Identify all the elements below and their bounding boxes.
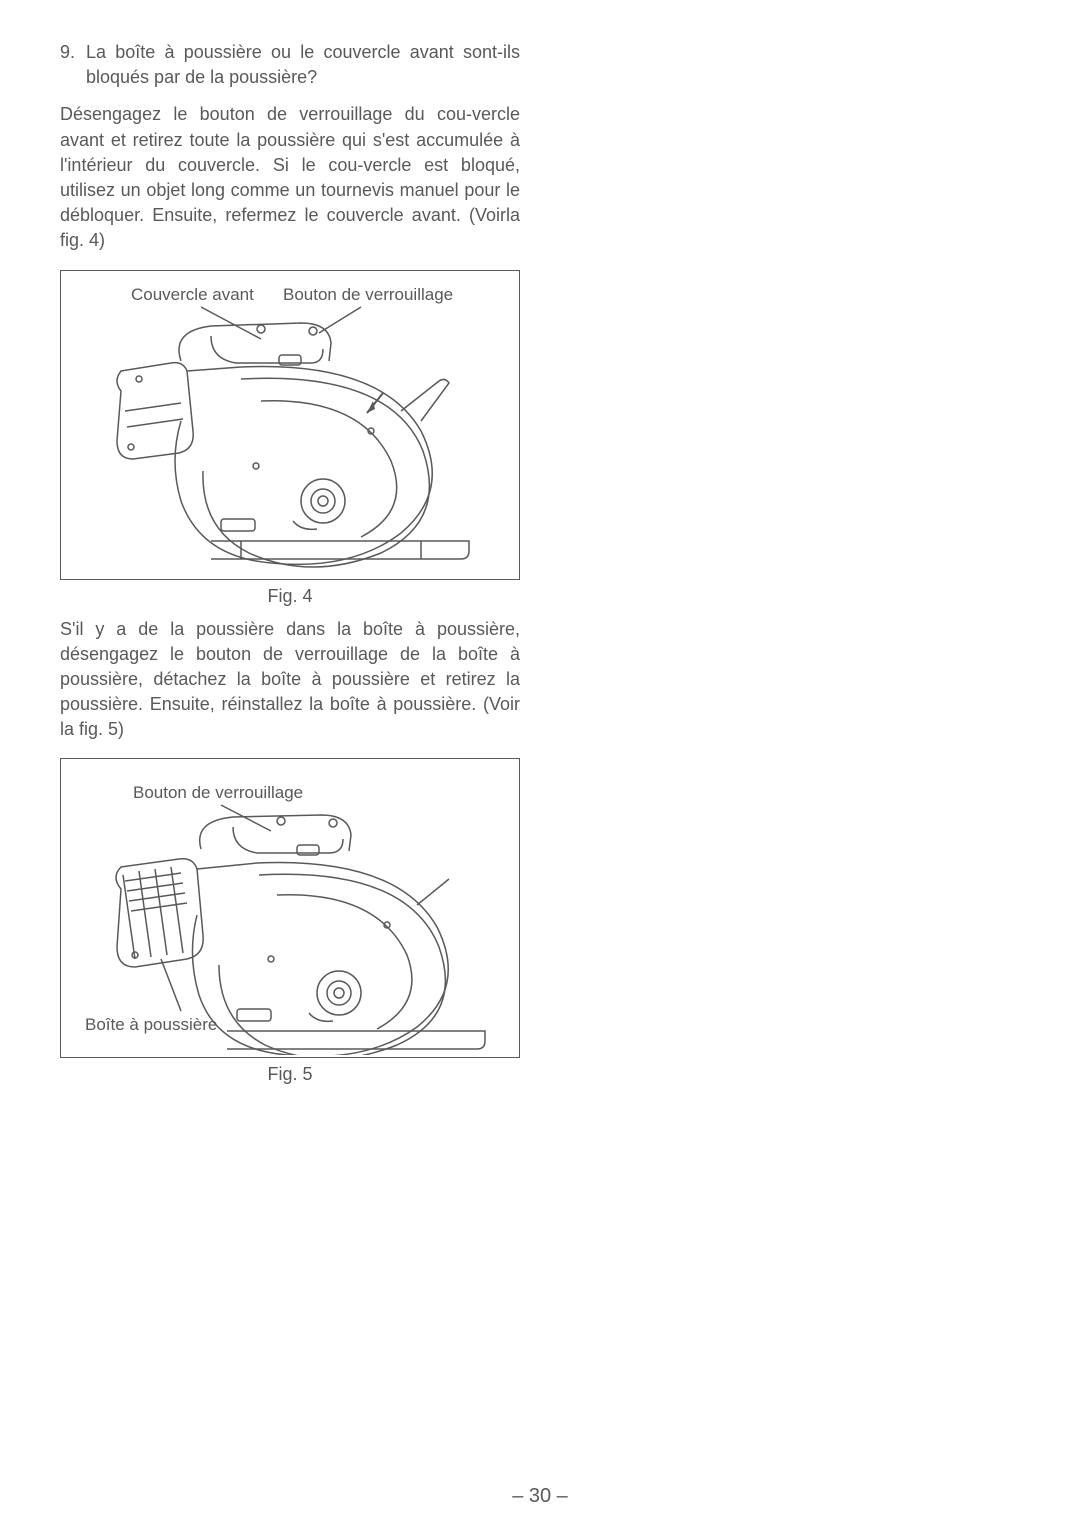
paragraph-1: Désengagez le bouton de verrouillage du … (60, 102, 520, 253)
fig4-label-couvercle: Couvercle avant (131, 285, 254, 305)
fig5-label-bouton: Bouton de verrouillage (133, 783, 303, 803)
figure-5-box: Bouton de verrouillage Boîte à poussière (60, 758, 520, 1058)
list-number: 9. (60, 40, 86, 90)
fig5-drawing (61, 759, 517, 1055)
fig5-label-boite: Boîte à poussière (85, 1015, 217, 1035)
paragraph-2: S'il y a de la poussière dans la boîte à… (60, 617, 520, 743)
list-text: La boîte à poussière ou le couvercle ava… (86, 40, 520, 90)
figure-4-box: Couvercle avant Bouton de verrouillage (60, 270, 520, 580)
fig4-drawing (61, 271, 517, 577)
page-number: – 30 – (0, 1485, 1080, 1508)
page: 9. La boîte à poussière ou le couvercle … (0, 0, 1080, 1532)
content-column: 9. La boîte à poussière ou le couvercle … (60, 40, 520, 1085)
fig5-caption: Fig. 5 (60, 1064, 520, 1085)
fig4-caption: Fig. 4 (60, 586, 520, 607)
list-item-9: 9. La boîte à poussière ou le couvercle … (60, 40, 520, 90)
fig4-label-bouton: Bouton de verrouillage (283, 285, 453, 305)
